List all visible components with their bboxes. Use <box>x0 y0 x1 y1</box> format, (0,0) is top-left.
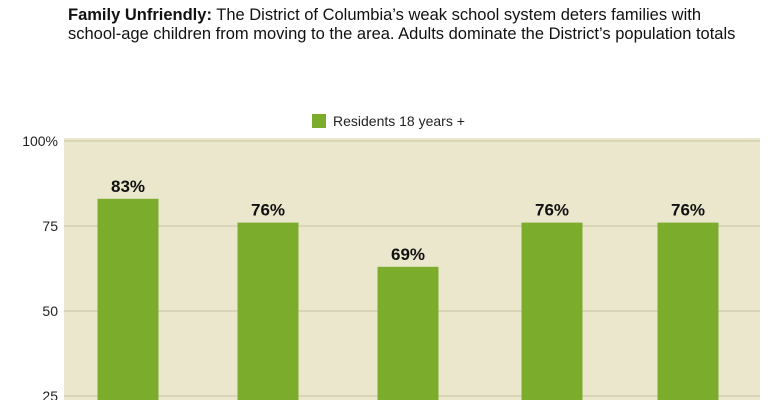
legend-label: Residents 18 years + <box>333 113 465 129</box>
y-tick-label: 50 <box>42 303 58 319</box>
y-tick-label: 75 <box>42 218 58 234</box>
y-tick-label: 25 <box>42 388 58 400</box>
bar <box>377 266 439 400</box>
bar-value-label: 76% <box>535 201 569 220</box>
bar <box>521 222 583 400</box>
bar-value-label: 76% <box>671 201 705 220</box>
legend: Residents 18 years + <box>312 113 465 129</box>
caption-text: The District of Columbia’s weak school s… <box>68 6 736 43</box>
y-tick-label: 100% <box>22 133 58 149</box>
bar-value-label: 76% <box>251 201 285 220</box>
bar-value-label: 83% <box>111 177 145 196</box>
bar-value-label: 69% <box>391 245 425 264</box>
y-axis-ticks: 100% 75 50 25 <box>22 133 58 400</box>
bars <box>97 198 719 400</box>
caption-lead: Family Unfriendly: <box>68 6 212 24</box>
bar <box>657 222 719 400</box>
bar <box>97 198 159 400</box>
bar <box>237 222 299 400</box>
data-labels: 83% 76% 69% 76% 76% <box>111 177 705 264</box>
chart-caption: Family Unfriendly: The District of Colum… <box>68 6 758 44</box>
legend-swatch <box>312 114 326 128</box>
